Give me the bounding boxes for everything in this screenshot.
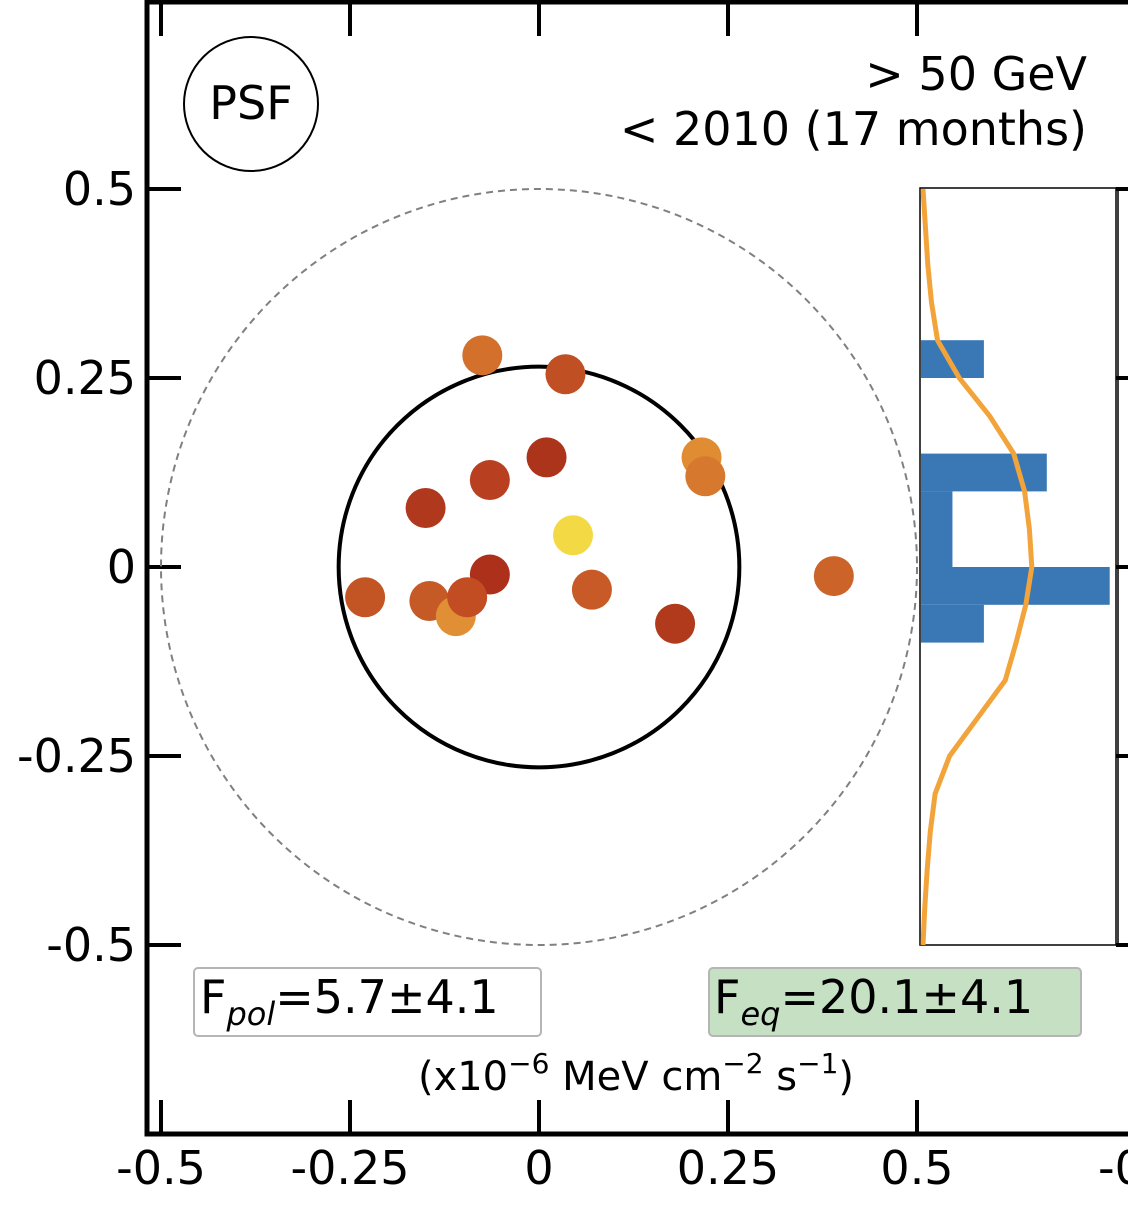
histogram-bar xyxy=(921,604,984,643)
data-point xyxy=(405,488,446,529)
histogram-bar xyxy=(921,491,953,567)
psf-circle xyxy=(183,36,319,172)
flux-eq-label: Feq=20.1±4.1 xyxy=(714,970,1033,1033)
x-tick-label-cutoff: -0 xyxy=(1098,1141,1128,1195)
ticks-layer: -0.5 -0.25 0 0.25 0.5 -0.5 -0.25 0 0.25 0.5 xyxy=(17,2,954,1195)
y-tick-label: 0.5 xyxy=(63,162,136,216)
points-layer xyxy=(345,335,854,644)
flux-eq-box xyxy=(708,967,1082,1037)
histogram-bar xyxy=(921,567,1110,605)
flux-pol-label: Fpol=5.7±4.1 xyxy=(200,970,499,1033)
data-point xyxy=(526,437,567,478)
data-point xyxy=(462,335,503,376)
y-tick-label: 0 xyxy=(107,540,136,594)
flux-units: (x10−6 MeV cm−2 s−1) xyxy=(418,1047,854,1100)
histogram-bar xyxy=(921,340,984,378)
data-point xyxy=(571,569,612,610)
data-point xyxy=(685,456,726,497)
y-tick-label: -0.5 xyxy=(46,918,136,972)
histogram-layer xyxy=(921,340,1110,643)
data-point xyxy=(545,354,586,395)
x-tick-label: 0.25 xyxy=(677,1141,779,1195)
y-tick-label: -0.25 xyxy=(17,729,136,783)
x-tick-label: 0 xyxy=(524,1141,553,1195)
inner-containment-circle xyxy=(336,364,742,770)
period-annotation: < 2010 (17 months) xyxy=(620,102,1087,156)
energy-annotation: > 50 GeV xyxy=(865,47,1087,101)
data-point xyxy=(447,577,488,618)
histogram-ticks xyxy=(1116,187,1128,947)
data-point xyxy=(813,556,854,597)
flux-pol-box xyxy=(193,967,542,1037)
data-point xyxy=(553,515,594,556)
data-point xyxy=(655,603,696,644)
outer-dashed-circle xyxy=(160,188,918,946)
psf-label: PSF xyxy=(209,76,292,130)
x-tick-label: -0.5 xyxy=(116,1141,206,1195)
profile-curve xyxy=(920,188,1035,946)
data-point xyxy=(345,577,386,618)
data-point xyxy=(469,460,510,501)
circles-layer xyxy=(160,188,918,946)
x-tick-label: -0.25 xyxy=(290,1141,409,1195)
histogram-bar xyxy=(921,453,1047,492)
histogram-panel-frame xyxy=(919,187,1119,946)
x-tick-label: 0.5 xyxy=(880,1141,953,1195)
y-tick-label: 0.25 xyxy=(34,351,136,405)
